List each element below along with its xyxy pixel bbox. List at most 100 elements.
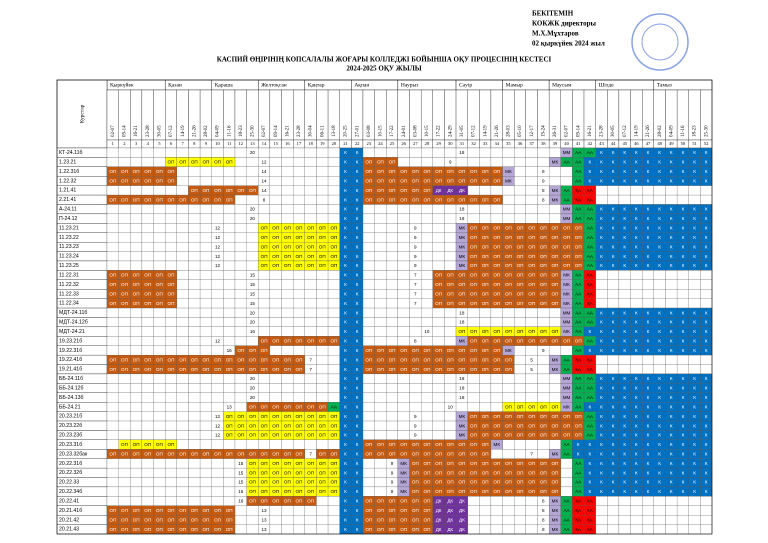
period-label: К — [670, 254, 673, 259]
week-date: 07-12 — [472, 125, 477, 137]
grid-cell — [630, 364, 643, 375]
period-label: ОП — [307, 339, 314, 344]
period-label: ОП — [133, 301, 140, 306]
period-label: К — [635, 263, 638, 268]
grid-cell — [211, 307, 224, 318]
period-label: ОП — [528, 489, 535, 494]
week-date: 05-10 — [518, 125, 523, 137]
grid-cell — [630, 496, 643, 506]
grid-cell — [199, 486, 212, 497]
grid-cell — [234, 289, 247, 299]
period-label: ОП — [424, 178, 431, 183]
grid-cell — [269, 147, 282, 158]
grid-cell — [421, 383, 433, 393]
grid-cell — [199, 213, 212, 224]
period-label: ОП — [400, 357, 407, 362]
week-date: 11-16 — [227, 125, 232, 137]
period-label: К — [647, 244, 650, 249]
period-label: К — [612, 150, 615, 155]
grid-cell — [525, 515, 538, 525]
period-label: К — [600, 470, 603, 475]
grid-cell — [246, 524, 259, 535]
grid-cell — [490, 317, 503, 328]
period-label: К — [693, 169, 696, 174]
grid-cell — [642, 364, 654, 375]
period-label: ОП — [482, 414, 489, 419]
grid-cell — [199, 166, 212, 177]
grid-cell — [374, 147, 387, 158]
period-label: ОП — [563, 433, 570, 438]
period-label: К — [588, 404, 591, 409]
period-label: ОП — [144, 282, 151, 287]
grid-cell — [176, 242, 189, 252]
grid-cell — [106, 223, 119, 233]
period-label: ОП — [400, 499, 407, 504]
period-label: 14 — [262, 169, 268, 174]
week-date: 07-12 — [623, 125, 628, 137]
grid-cell — [269, 213, 282, 224]
grid-cell — [548, 439, 561, 450]
period-label: К — [705, 150, 708, 155]
week-date: 26-31 — [553, 125, 558, 137]
grid-cell — [118, 157, 131, 167]
grid-cell — [362, 467, 375, 478]
grid-cell — [130, 477, 143, 488]
period-label: К — [356, 404, 359, 409]
period-label: К — [623, 320, 626, 325]
grid-cell — [118, 307, 131, 318]
period-label: ОП — [109, 282, 116, 287]
period-label: АА — [587, 414, 594, 419]
period-label: ОП — [389, 517, 396, 522]
grid-cell — [618, 279, 631, 290]
grid-cell — [258, 289, 271, 299]
period-label: ОП — [191, 527, 198, 532]
grid-cell — [176, 467, 189, 478]
period-label: ОП — [179, 527, 186, 532]
grid-cell — [211, 439, 224, 450]
group-name: 1.23.21 — [59, 159, 76, 165]
grid-cell — [386, 373, 398, 384]
period-label: К — [647, 160, 650, 165]
group-name: 20.23.23б — [59, 433, 82, 439]
grid-cell — [281, 505, 294, 516]
period-label: ОП — [435, 461, 442, 466]
grid-cell — [223, 458, 236, 469]
grid-cell — [281, 383, 294, 393]
week-number: 44 — [611, 141, 616, 146]
grid-cell — [199, 496, 212, 506]
week-number: 4 — [147, 141, 150, 146]
period-label: ОП — [109, 517, 116, 522]
grid-cell — [421, 317, 433, 328]
grid-cell — [618, 364, 631, 375]
period-label: ОП — [214, 357, 221, 362]
grid-cell — [630, 279, 643, 290]
grid-cell — [141, 232, 154, 243]
period-label: 7 — [414, 291, 417, 296]
grid-cell — [211, 213, 224, 224]
grid-cell — [607, 524, 620, 535]
period-label: 9 — [391, 480, 394, 485]
period-label: ОП — [447, 480, 454, 485]
grid-cell — [362, 317, 375, 328]
period-label: АА — [587, 423, 594, 428]
grid-cell — [153, 336, 166, 346]
grid-cell — [106, 326, 119, 337]
grid-cell — [362, 270, 375, 280]
period-label: К — [344, 461, 347, 466]
grid-cell — [362, 307, 375, 318]
period-label: ОП — [447, 348, 454, 353]
grid-cell — [386, 298, 398, 309]
period-label: К — [600, 263, 603, 268]
period-label: 9 — [542, 169, 545, 174]
period-label: ОП — [505, 489, 512, 494]
grid-cell — [490, 204, 503, 215]
group-name: 20.23.32бак — [59, 451, 88, 457]
period-label: ОП — [551, 433, 558, 438]
period-label: К — [635, 414, 638, 419]
period-label: ОП — [319, 470, 326, 475]
group-name: ББ-24.13б — [59, 395, 84, 401]
grid-cell — [153, 496, 166, 506]
period-label: ДК — [436, 508, 442, 513]
month-label: Қазан — [168, 82, 182, 88]
grid-cell — [211, 147, 224, 158]
